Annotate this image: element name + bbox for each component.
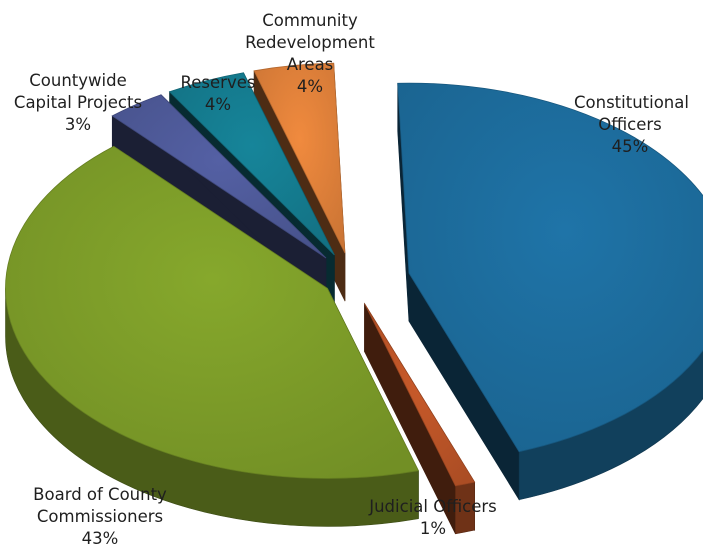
slice-top — [253, 62, 346, 254]
label-countywide-capital-projects: Countywide Capital Projects 3% — [13, 71, 143, 134]
label-constitutional-officers: Constitutional Officers 45% — [574, 93, 689, 156]
slice-top — [5, 145, 420, 479]
label-community-redevelopment-areas: Community Redevelopment Areas 4% — [245, 11, 375, 96]
slice-top — [111, 94, 327, 259]
pie-slice-constitutional-officers — [397, 82, 703, 501]
slice-top — [364, 303, 476, 487]
pie-slice-judicial-officers — [364, 302, 476, 535]
pie-slice-board-of-county-commissioners — [5, 145, 420, 527]
slice-top — [397, 82, 703, 453]
slice-rim — [518, 349, 703, 501]
label-board-of-county-commissioners: Board of County Commissioners 43% — [33, 485, 167, 548]
label-judicial-officers: Judicial Officers 1% — [369, 497, 497, 538]
slice-top — [168, 72, 335, 256]
label-reserves: Reserves 4% — [180, 73, 256, 114]
